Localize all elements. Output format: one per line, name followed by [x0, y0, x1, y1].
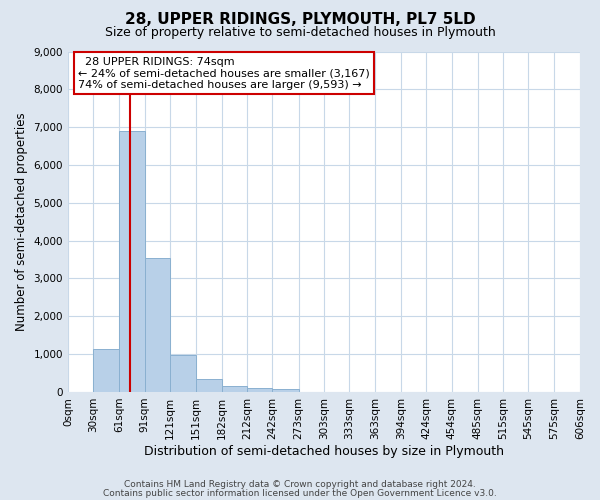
Bar — [272, 389, 299, 392]
Bar — [119, 132, 145, 392]
Bar — [196, 379, 222, 392]
Y-axis label: Number of semi-detached properties: Number of semi-detached properties — [15, 112, 28, 331]
Text: Size of property relative to semi-detached houses in Plymouth: Size of property relative to semi-detach… — [104, 26, 496, 39]
Text: 28 UPPER RIDINGS: 74sqm
← 24% of semi-detached houses are smaller (3,167)
74% of: 28 UPPER RIDINGS: 74sqm ← 24% of semi-de… — [78, 56, 370, 90]
Bar — [222, 386, 247, 392]
Text: Contains HM Land Registry data © Crown copyright and database right 2024.: Contains HM Land Registry data © Crown c… — [124, 480, 476, 489]
Bar — [93, 349, 119, 392]
Text: 28, UPPER RIDINGS, PLYMOUTH, PL7 5LD: 28, UPPER RIDINGS, PLYMOUTH, PL7 5LD — [125, 12, 475, 28]
Bar — [247, 388, 272, 392]
Bar — [170, 355, 196, 392]
X-axis label: Distribution of semi-detached houses by size in Plymouth: Distribution of semi-detached houses by … — [144, 444, 504, 458]
Text: Contains public sector information licensed under the Open Government Licence v3: Contains public sector information licen… — [103, 488, 497, 498]
Bar — [145, 258, 170, 392]
